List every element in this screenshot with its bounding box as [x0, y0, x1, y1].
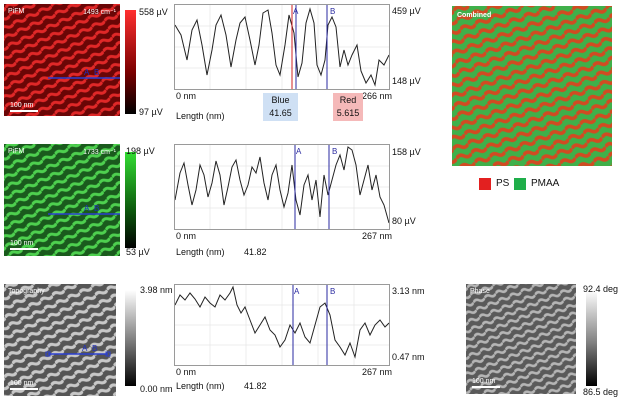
red-label: Red [339, 95, 357, 105]
y-min-label: 148 µV [392, 76, 421, 86]
profile-3-line [174, 285, 390, 365]
red-value: 5.615 [336, 108, 360, 118]
colorbar-max-label: 558 µV [139, 7, 168, 17]
x-min-label: 0 nm [176, 367, 197, 377]
y-min-label: 80 µV [392, 216, 416, 226]
panel-label: Phase [470, 288, 490, 295]
distance-value: 41.82 [244, 247, 267, 257]
marker-a: A [293, 7, 299, 16]
scale-label: 100 nm [10, 380, 34, 387]
distance-value: 41.82 [244, 381, 267, 391]
marker-a: A [294, 287, 300, 296]
pifm-1493-colorbar [125, 10, 136, 114]
phase-image[interactable]: Phase 100 nm [466, 284, 576, 394]
panel-label: PiFM [8, 148, 25, 155]
y-min-label: 0.47 nm [392, 352, 425, 362]
panel-label: PiFM [8, 8, 25, 15]
scale-bar [10, 388, 38, 390]
pifm-1733-texture [4, 144, 120, 256]
x-min-label: 0 nm [176, 91, 197, 101]
colorbar-max-label: 92.4 deg [583, 284, 619, 294]
wavenumber-label: 1493 cm⁻¹ [83, 9, 116, 16]
x-axis-title: Length (nm) [176, 381, 225, 391]
ps-swatch [479, 178, 491, 190]
marker-b: B [332, 147, 338, 156]
x-axis-title: Length (nm) [176, 111, 225, 121]
marker-a: A [84, 68, 90, 77]
topography-texture [4, 284, 116, 396]
blue-label: Blue [271, 95, 290, 105]
blue-value-box: Blue 41.65 [263, 93, 298, 121]
scale-label: 100 nm [472, 378, 496, 385]
profile-plot-3[interactable]: A B [174, 284, 390, 366]
colorbar-min-label: 86.5 deg [583, 387, 619, 397]
scale-bar [10, 248, 38, 250]
y-max-label: 158 µV [392, 147, 421, 157]
pmaa-swatch [514, 178, 526, 190]
red-value-box: Red 5.615 [333, 93, 363, 121]
colorbar-min-label: 53 µV [126, 247, 150, 257]
pifm-1733-image[interactable]: PiFM 1733 cm⁻¹ A B 100 nm [4, 144, 120, 256]
profile-1-line [174, 5, 390, 89]
combined-image[interactable]: Combined [452, 6, 612, 166]
marker-b: B [330, 287, 336, 296]
panel-label: Combined [457, 12, 492, 19]
marker-a: A [82, 344, 88, 353]
profile-2-line [174, 145, 390, 229]
marker-b: B [94, 204, 100, 213]
scale-label: 100 nm [10, 102, 34, 109]
ps-label: PS [496, 178, 510, 189]
marker-a: A [296, 147, 302, 156]
colorbar-min-label: 0.00 nm [140, 384, 173, 394]
marker-b: B [92, 344, 98, 353]
x-max-label: 267 nm [362, 231, 393, 241]
colorbar-max-label: 3.98 nm [140, 285, 173, 295]
topography-colorbar [125, 290, 136, 386]
marker-a: A [84, 204, 90, 213]
pifm-1493-image[interactable]: PiFM 1493 cm⁻¹ A B 100 nm [4, 4, 120, 116]
panel-label: Topography [8, 288, 45, 295]
pifm-1493-texture [4, 4, 120, 116]
x-min-label: 0 nm [176, 231, 197, 241]
scale-label: 100 nm [10, 240, 34, 247]
profile-plot-2[interactable]: A B [174, 144, 390, 230]
combined-texture [452, 6, 612, 166]
pmaa-label: PMAA [531, 178, 560, 189]
colorbar-max-label: 198 µV [126, 146, 155, 156]
profile-plot-1[interactable]: A B [174, 4, 390, 90]
colorbar-min-label: 97 µV [139, 107, 163, 117]
marker-b: B [330, 7, 336, 16]
phase-colorbar [586, 290, 597, 386]
pifm-1733-colorbar [125, 152, 136, 248]
x-max-label: 267 nm [362, 367, 393, 377]
wavenumber-label: 1733 cm⁻¹ [83, 149, 116, 156]
topography-image[interactable]: Topography A B 100 nm [4, 284, 116, 396]
y-max-label: 459 µV [392, 6, 421, 16]
marker-b: B [94, 68, 100, 77]
phase-texture [466, 284, 576, 394]
scale-bar [472, 386, 500, 388]
x-axis-title: Length (nm) [176, 247, 225, 257]
scale-bar [10, 110, 38, 112]
blue-value: 41.65 [269, 108, 292, 118]
y-max-label: 3.13 nm [392, 286, 425, 296]
x-max-label: 266 nm [362, 91, 393, 101]
